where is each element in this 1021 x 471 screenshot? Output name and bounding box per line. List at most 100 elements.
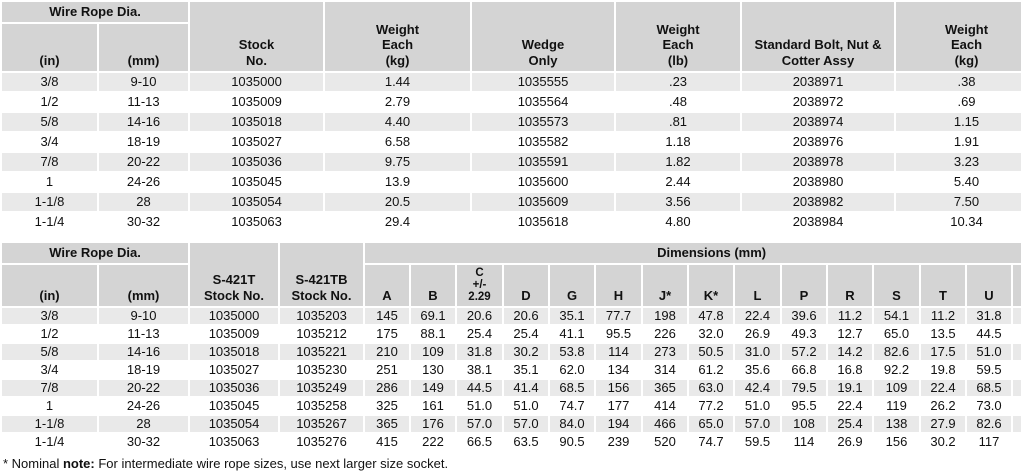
header-dim-letter: B <box>411 265 455 306</box>
cell-dim-c: 20.6 <box>457 308 502 324</box>
cell-bolt-assy: 2038976 <box>742 133 894 151</box>
cell-dim-j: 520 <box>643 434 687 450</box>
cell-dim-d: 35.1 <box>504 362 548 378</box>
cell-dim-g: 68.5 <box>550 380 594 396</box>
cell-stock-no: 1035018 <box>190 113 323 131</box>
cell-dim-h: 177 <box>596 398 641 414</box>
header-wire-rope-dia: Wire Rope Dia. <box>2 2 188 22</box>
cell-mm: 11-13 <box>99 326 188 342</box>
table-row: 1-1/8 28 1035054 1035267 365 176 57.0 57… <box>2 416 1021 432</box>
cell-in: 1 <box>2 398 97 414</box>
cell-dim-s: 156 <box>874 434 919 450</box>
cell-s421tb-stock-no: 1035249 <box>280 380 363 396</box>
table-row: 1/2 11-13 1035009 1035212 175 88.1 25.4 … <box>2 326 1021 342</box>
cell-weight-lb: 2.44 <box>616 173 740 191</box>
cell-bolt-assy: 2038984 <box>742 213 894 231</box>
cell-dim-g: 62.0 <box>550 362 594 378</box>
cell-weight-lb: 4.80 <box>616 213 740 231</box>
cell-dim-k: 61.2 <box>689 362 733 378</box>
cell-weight-kg: 20.5 <box>325 193 470 211</box>
cell-stock-no: 1035000 <box>190 73 323 91</box>
table-row: 5/8 14-16 1035018 1035221 210 109 31.8 3… <box>2 344 1021 360</box>
cell-dim-s: 138 <box>874 416 919 432</box>
cell-in: 1-1/8 <box>2 416 97 432</box>
cell-dim-h: 95.5 <box>596 326 641 342</box>
header-dim-letter: G <box>550 265 594 306</box>
table-row: 7/8 20-22 1035036 9.75 1035591 1.82 2038… <box>2 153 1021 171</box>
cell-dim-k: 50.5 <box>689 344 733 360</box>
cell-dim-u: 73.0 <box>967 398 1011 414</box>
cell-dim-b: 222 <box>411 434 455 450</box>
header-mm: (mm) <box>99 24 188 71</box>
cell-bolt-assy: 2038971 <box>742 73 894 91</box>
cell-s421tb-stock-no: 1035258 <box>280 398 363 414</box>
cell-stock-no: 1035009 <box>190 93 323 111</box>
cell-bolt-assy: 2038982 <box>742 193 894 211</box>
cell-wedge-only: 1035555 <box>472 73 614 91</box>
cell-dim-s: 54.1 <box>874 308 919 324</box>
cell-dim-a: 145 <box>365 308 409 324</box>
cell-in: 3/4 <box>2 133 97 151</box>
cell-dim-g: 84.0 <box>550 416 594 432</box>
cell-mm: 9-10 <box>99 308 188 324</box>
header-dim-letter: P <box>782 265 826 306</box>
cell-mm: 9-10 <box>99 73 188 91</box>
header-s421t-stock-no: S-421T Stock No. <box>190 243 278 306</box>
cell-dim-h: 156 <box>596 380 641 396</box>
cell-dim-d: 20.6 <box>504 308 548 324</box>
table-row: 3/4 18-19 1035027 6.58 1035582 1.18 2038… <box>2 133 1021 151</box>
header-bolt-nut-cotter-assy: Standard Bolt, Nut & Cotter Assy <box>742 2 894 71</box>
cell-s421t-stock-no: 1035009 <box>190 326 278 342</box>
cell-dim-d: 51.0 <box>504 398 548 414</box>
cell-bolt-assy: 2038978 <box>742 153 894 171</box>
cell-in: 1-1/4 <box>2 434 97 450</box>
cell-dim-b: 69.1 <box>411 308 455 324</box>
header-in: (in) <box>2 24 97 71</box>
header-s421tb-stock-no: S-421TB Stock No. <box>280 243 363 306</box>
cell-stock-no: 1035027 <box>190 133 323 151</box>
header-dim-letter: V <box>1013 265 1021 306</box>
table-row: 3/4 18-19 1035027 1035230 251 130 38.1 3… <box>2 362 1021 378</box>
cell-dim-l: 35.6 <box>735 362 780 378</box>
cell-dim-d: 25.4 <box>504 326 548 342</box>
cell-dim-b: 161 <box>411 398 455 414</box>
cell-bolt-assy: 2038972 <box>742 93 894 111</box>
cell-bolt-assy: 2038980 <box>742 173 894 191</box>
cell-dim-t: 11.2 <box>921 308 965 324</box>
cell-dim-s: 92.2 <box>874 362 919 378</box>
cell-mm: 24-26 <box>99 398 188 414</box>
cell-dim-a: 286 <box>365 380 409 396</box>
cell-weight-kg: 1.44 <box>325 73 470 91</box>
cell-dim-k: 63.0 <box>689 380 733 396</box>
cell-dim-t: 19.8 <box>921 362 965 378</box>
cell-mm: 14-16 <box>99 113 188 131</box>
cell-dim-v: 90.5 <box>1013 416 1021 432</box>
cell-dim-a: 365 <box>365 416 409 432</box>
header-wedge-only: Wedge Only <box>472 2 614 71</box>
cell-wedge-only: 1035600 <box>472 173 614 191</box>
cell-in: 3/8 <box>2 73 97 91</box>
cell-mm: 20-22 <box>99 153 188 171</box>
cell-dim-j: 414 <box>643 398 687 414</box>
cell-dim-t: 30.2 <box>921 434 965 450</box>
cell-dim-v: 65.0 <box>1013 362 1021 378</box>
cell-dim-a: 175 <box>365 326 409 342</box>
cell-dim-g: 35.1 <box>550 308 594 324</box>
header-dim-letter: L <box>735 265 780 306</box>
header-dim-letter: U <box>967 265 1011 306</box>
cell-dim-k: 77.2 <box>689 398 733 414</box>
cell-dim-l: 51.0 <box>735 398 780 414</box>
footnote: * Nominal note: For intermediate wire ro… <box>3 456 1021 471</box>
cell-dim-s: 119 <box>874 398 919 414</box>
cell-in: 7/8 <box>2 380 97 396</box>
header-weight-each-kg: Weight Each (kg) <box>325 2 470 71</box>
cell-wedge-only: 1035573 <box>472 113 614 131</box>
cell-dim-s: 82.6 <box>874 344 919 360</box>
cell-dim-p: 95.5 <box>782 398 826 414</box>
cell-weight-lb: 3.56 <box>616 193 740 211</box>
cell-dim-h: 77.7 <box>596 308 641 324</box>
cell-mm: 18-19 <box>99 362 188 378</box>
cell-dim-k: 65.0 <box>689 416 733 432</box>
cell-dim-u: 31.8 <box>967 308 1011 324</box>
cell-in: 1/2 <box>2 93 97 111</box>
